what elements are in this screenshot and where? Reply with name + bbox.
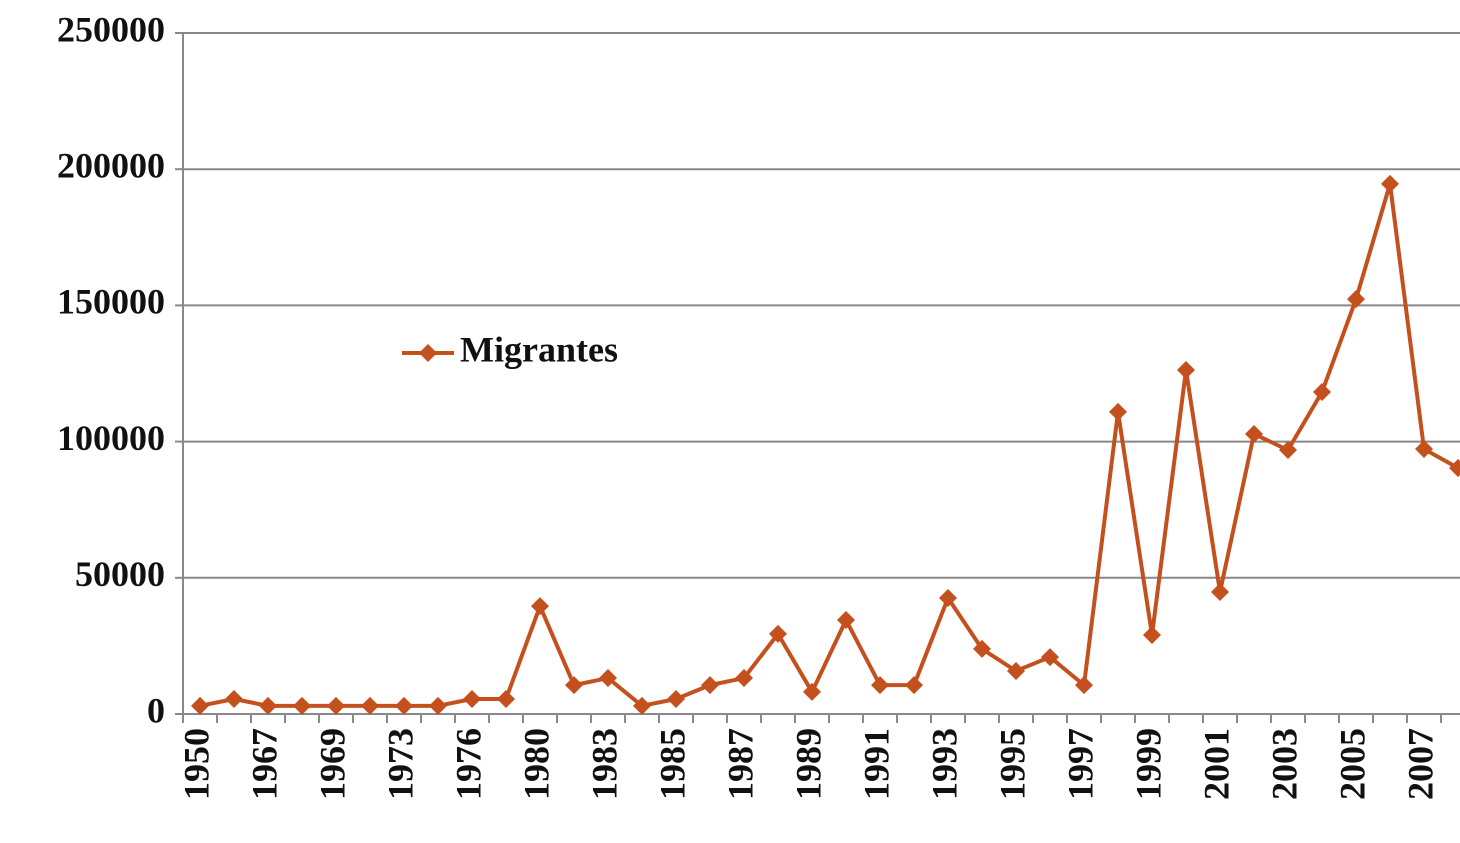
point-marker bbox=[1313, 383, 1331, 402]
x-tick-label: 1985 bbox=[652, 728, 692, 800]
x-tick-label: 1989 bbox=[788, 728, 828, 800]
x-tick-label: 1969 bbox=[312, 728, 352, 800]
y-tick-label: 150000 bbox=[57, 282, 165, 322]
point-marker bbox=[565, 676, 583, 695]
y-tick-label: 250000 bbox=[57, 9, 165, 49]
point-marker bbox=[1109, 402, 1127, 421]
point-marker bbox=[1211, 582, 1229, 601]
point-marker bbox=[1177, 360, 1195, 379]
point-marker bbox=[361, 696, 379, 715]
point-marker bbox=[973, 639, 991, 658]
point-marker bbox=[395, 696, 413, 715]
point-marker bbox=[1347, 290, 1365, 309]
x-tick-label: 2003 bbox=[1264, 728, 1304, 800]
point-marker bbox=[497, 690, 515, 709]
point-marker bbox=[1041, 648, 1059, 667]
point-marker bbox=[531, 597, 549, 616]
point-marker bbox=[769, 624, 787, 643]
x-tick-label: 2005 bbox=[1332, 728, 1372, 800]
x-tick-label: 1987 bbox=[720, 728, 760, 800]
x-tick-label: 1991 bbox=[856, 728, 896, 800]
legend-label: Migrantes bbox=[460, 329, 618, 369]
point-marker bbox=[429, 696, 447, 715]
x-tick-label: 1983 bbox=[584, 728, 624, 800]
point-marker bbox=[1449, 459, 1460, 478]
y-tick-label: 50000 bbox=[75, 554, 165, 594]
point-marker bbox=[803, 682, 821, 701]
point-marker bbox=[701, 676, 719, 695]
y-tick-label: 100000 bbox=[57, 418, 165, 458]
point-marker bbox=[1279, 441, 1297, 460]
point-marker bbox=[191, 696, 209, 715]
point-marker bbox=[837, 611, 855, 630]
x-tick-label: 1976 bbox=[448, 728, 488, 800]
x-tick-label: 2007 bbox=[1400, 728, 1440, 800]
x-tick-label: 1967 bbox=[244, 728, 284, 800]
point-marker bbox=[327, 696, 345, 715]
point-marker bbox=[259, 696, 277, 715]
x-tick-label: 1995 bbox=[992, 728, 1032, 800]
point-marker bbox=[1143, 626, 1161, 645]
point-marker bbox=[667, 690, 685, 709]
legend-marker bbox=[419, 344, 437, 362]
point-marker bbox=[905, 676, 923, 695]
x-tick-label: 1993 bbox=[924, 728, 964, 800]
point-marker bbox=[735, 669, 753, 688]
point-marker bbox=[939, 588, 957, 607]
point-marker bbox=[871, 676, 889, 695]
point-marker bbox=[1415, 439, 1433, 458]
point-marker bbox=[1075, 676, 1093, 695]
x-tick-label: 2001 bbox=[1196, 728, 1236, 800]
y-tick-label: 0 bbox=[147, 690, 165, 730]
x-tick-label: 1980 bbox=[516, 728, 556, 800]
x-tick-label: 1973 bbox=[380, 728, 420, 800]
x-tick-label: 1997 bbox=[1060, 728, 1100, 800]
point-marker bbox=[633, 696, 651, 715]
point-marker bbox=[1381, 174, 1399, 193]
point-marker bbox=[293, 696, 311, 715]
point-marker bbox=[225, 690, 243, 709]
x-tick-label: 1999 bbox=[1128, 728, 1168, 800]
point-marker bbox=[463, 690, 481, 709]
x-tick-label: 1950 bbox=[176, 728, 216, 800]
point-marker bbox=[599, 669, 617, 688]
point-marker bbox=[1245, 424, 1263, 443]
point-marker bbox=[1007, 661, 1025, 680]
y-tick-label: 200000 bbox=[57, 145, 165, 185]
